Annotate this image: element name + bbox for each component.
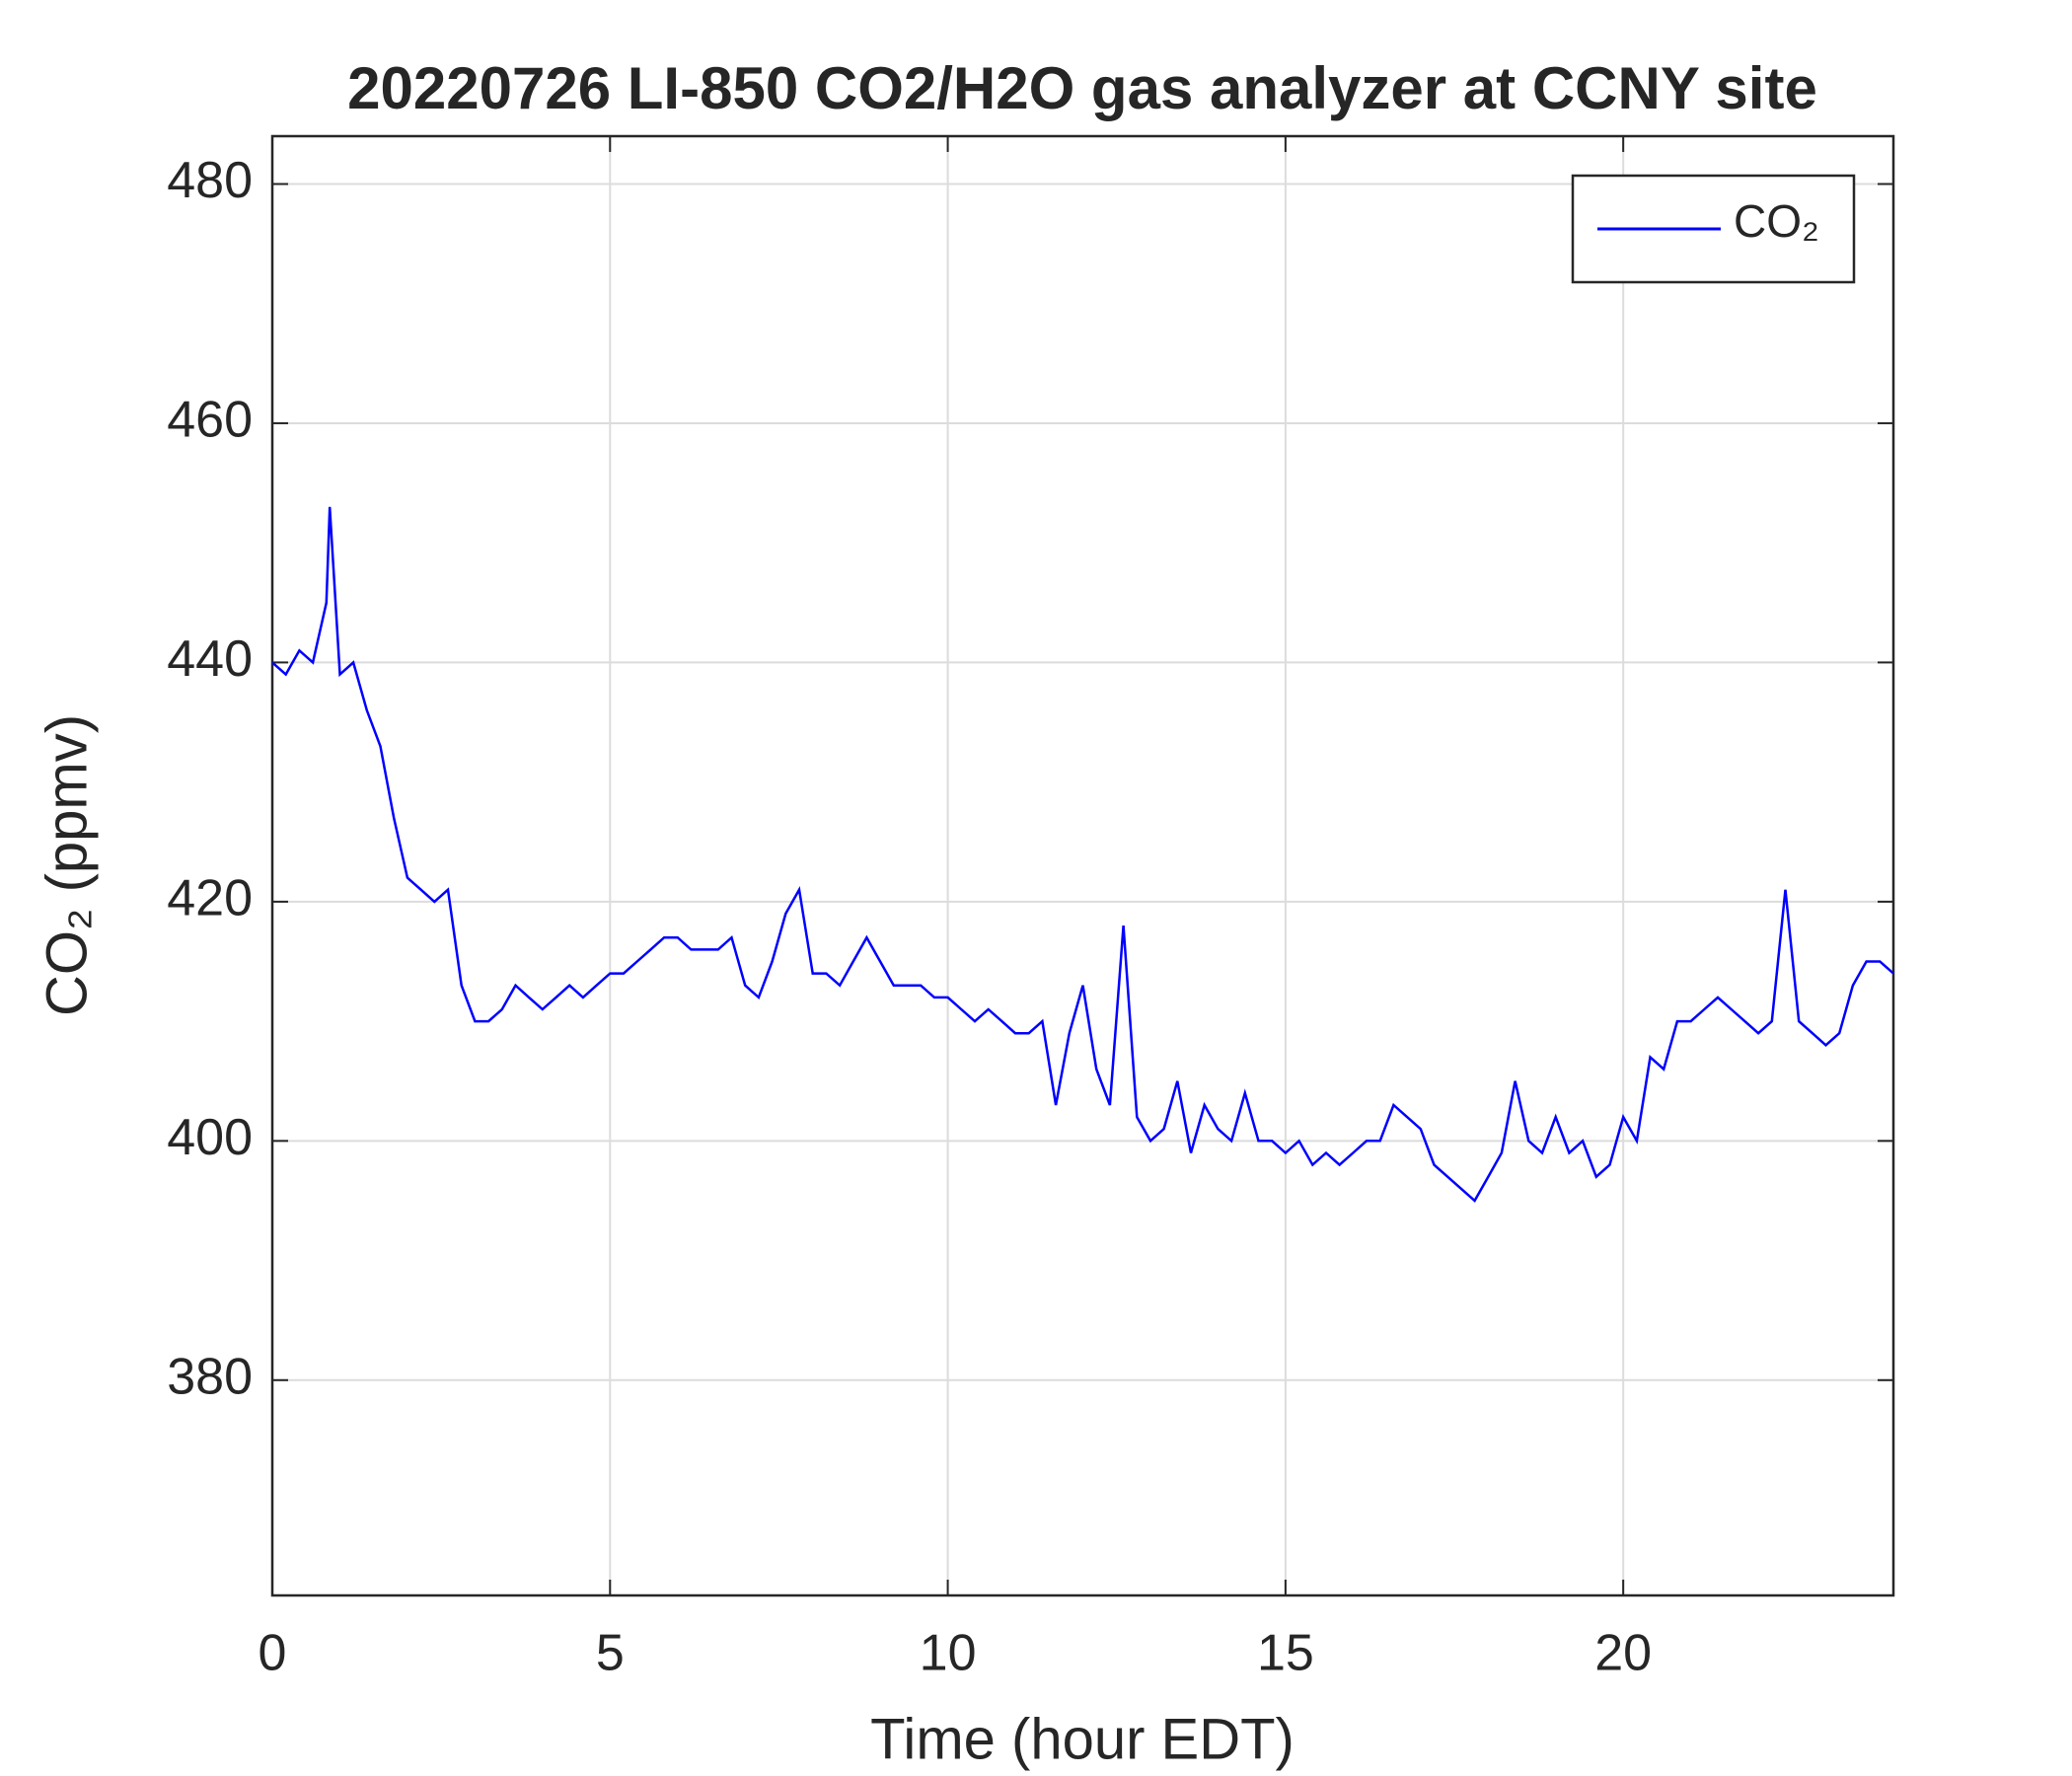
y-axis-label: CO₂ (ppmv) xyxy=(35,714,99,1016)
data-line xyxy=(271,506,1894,1203)
plot-frame xyxy=(270,134,1895,1597)
x-tick-label: 0 xyxy=(259,1625,287,1682)
y-tick-label: 480 xyxy=(167,152,253,209)
y-tick-label: 440 xyxy=(167,630,253,688)
chart-title: 20220726 LI-850 CO2/H2O gas analyzer at … xyxy=(347,55,1817,121)
y-tick-label: 460 xyxy=(167,392,253,449)
y-tick-label: 380 xyxy=(167,1349,253,1406)
legend-label: CO₂ xyxy=(1734,195,1819,247)
x-tick-label: 10 xyxy=(920,1625,977,1682)
y-tick-label: 400 xyxy=(167,1109,253,1166)
x-tick-label: 15 xyxy=(1257,1625,1314,1682)
y-tick-label: 420 xyxy=(167,870,253,927)
x-tick-label: 20 xyxy=(1594,1625,1652,1682)
x-tick-label: 5 xyxy=(596,1625,625,1682)
x-axis-label: Time (hour EDT) xyxy=(870,1707,1295,1771)
